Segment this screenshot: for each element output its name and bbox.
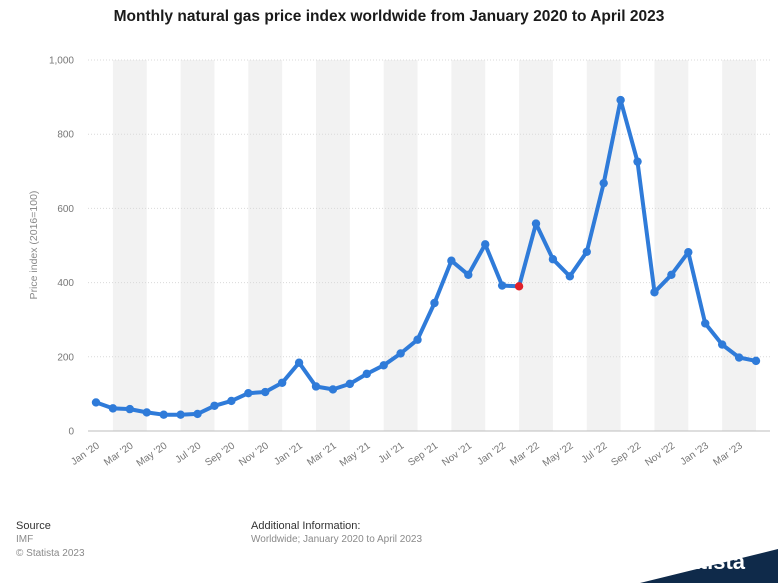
background-band xyxy=(654,60,689,431)
data-point xyxy=(548,255,558,264)
background-band xyxy=(383,60,418,431)
y-tick-label: 0 xyxy=(68,427,74,438)
data-point xyxy=(717,340,727,349)
x-tick-label: May '22 xyxy=(541,440,576,469)
data-point xyxy=(447,256,456,265)
x-tick-label: Mar '20 xyxy=(102,440,136,468)
data-point xyxy=(582,247,591,257)
data-point xyxy=(379,361,388,370)
logo-text: statista xyxy=(668,549,746,574)
y-tick-label: 800 xyxy=(57,130,74,141)
data-point xyxy=(684,247,693,257)
background-band xyxy=(316,60,350,431)
x-tick-label: Mar '22 xyxy=(508,440,542,468)
y-axis-title: Price index (2016=100) xyxy=(28,191,40,300)
x-tick-label: Nov '22 xyxy=(643,440,677,469)
data-point xyxy=(531,219,541,228)
x-tick-label: Mar '23 xyxy=(711,440,745,468)
background-band xyxy=(112,60,147,431)
background-band xyxy=(722,60,756,431)
additional-info-heading: Additional Information: xyxy=(251,520,361,532)
y-tick-label: 600 xyxy=(57,204,74,215)
data-point xyxy=(108,404,118,413)
x-tick-label: Jul '21 xyxy=(377,440,407,466)
chart-title: Monthly natural gas price index worldwid… xyxy=(113,8,665,25)
x-tick-label: May '20 xyxy=(135,440,170,469)
source-heading: Source xyxy=(16,520,51,532)
data-point xyxy=(599,178,608,188)
x-tick-label: May '21 xyxy=(338,440,373,469)
data-point xyxy=(311,382,321,391)
data-point xyxy=(565,272,575,281)
logo-background xyxy=(640,549,778,583)
y-tick-label: 400 xyxy=(57,278,74,289)
x-tick-label: Nov '20 xyxy=(237,440,271,469)
x-tick-label: Jan '20 xyxy=(69,440,102,468)
data-point xyxy=(345,379,355,389)
data-point xyxy=(227,396,236,406)
data-point xyxy=(362,369,371,379)
y-tick-label: 200 xyxy=(57,352,74,363)
additional-info-block: Additional Information: Worldwide; Janua… xyxy=(251,519,422,547)
x-tick-label: Jan '21 xyxy=(272,440,305,468)
x-axis-tick-labels: Jan '20 Mar '20 May '20 Jul '20 Sep '20 Nov '… xyxy=(69,440,745,469)
data-point xyxy=(616,95,625,105)
y-axis-tick-labels: 0 200 400 600 800 1,000 xyxy=(49,56,74,438)
x-tick-label: Jul '20 xyxy=(174,440,204,466)
source-value[interactable]: IMF xyxy=(16,534,34,545)
highlighted-data-point xyxy=(514,282,524,291)
data-point xyxy=(633,157,642,166)
additional-info-value: Worldwide; January 2020 to April 2023 xyxy=(251,534,423,545)
data-point xyxy=(142,408,151,417)
x-tick-label: Nov '21 xyxy=(440,440,474,469)
line-chart: 0 200 400 600 800 1,000 Jan '20 Mar '20 May '20… xyxy=(28,56,770,469)
data-point xyxy=(430,298,439,308)
background-band xyxy=(180,60,215,431)
data-point xyxy=(667,270,676,280)
data-point xyxy=(497,281,507,290)
statista-logo[interactable]: statista xyxy=(640,539,778,583)
background-bands xyxy=(112,60,756,431)
data-point xyxy=(396,349,405,358)
x-tick-label: Sep '21 xyxy=(406,440,440,469)
data-point xyxy=(481,240,490,249)
background-band xyxy=(248,60,283,431)
data-point xyxy=(650,288,659,297)
data-point xyxy=(464,270,473,280)
gridlines xyxy=(88,59,770,432)
data-point xyxy=(413,335,422,344)
data-point xyxy=(751,356,761,366)
series-line xyxy=(94,98,758,417)
data-point xyxy=(159,410,168,419)
x-tick-label: Jan '22 xyxy=(475,440,508,468)
x-tick-label: Mar '21 xyxy=(305,440,339,468)
x-tick-label: Jul '22 xyxy=(580,440,610,466)
background-band xyxy=(451,60,486,431)
copyright: © Statista 2023 xyxy=(16,548,85,559)
data-point xyxy=(91,398,101,407)
data-point xyxy=(210,401,219,410)
data-point xyxy=(734,353,744,362)
data-point xyxy=(328,385,338,394)
data-point xyxy=(244,388,253,398)
x-tick-label: Sep '22 xyxy=(609,440,643,469)
data-point xyxy=(701,319,710,328)
x-tick-label: Sep '20 xyxy=(203,440,237,469)
y-tick-label: 1,000 xyxy=(49,56,74,67)
data-point xyxy=(193,409,202,419)
data-point xyxy=(261,387,270,397)
data-point xyxy=(125,404,135,414)
x-tick-label: Jan '23 xyxy=(678,440,711,468)
source-block: Source IMF © Statista 2023 xyxy=(16,519,85,561)
data-point xyxy=(294,358,304,367)
data-point xyxy=(277,378,287,387)
data-points xyxy=(91,95,761,419)
data-point xyxy=(176,410,185,419)
